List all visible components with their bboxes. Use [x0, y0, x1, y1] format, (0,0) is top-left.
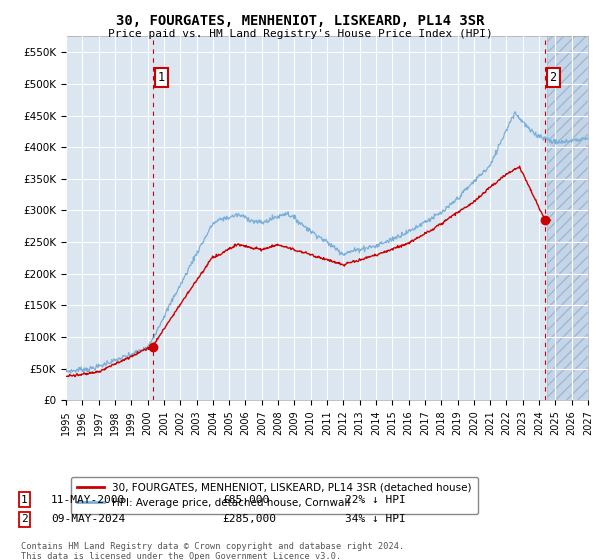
Text: Contains HM Land Registry data © Crown copyright and database right 2024.
This d: Contains HM Land Registry data © Crown c… — [21, 542, 404, 560]
Text: 2: 2 — [550, 71, 557, 84]
Text: £85,000: £85,000 — [222, 494, 269, 505]
Text: 34% ↓ HPI: 34% ↓ HPI — [345, 514, 406, 524]
Bar — [547, 36, 596, 400]
Text: 1: 1 — [21, 494, 28, 505]
Text: 1: 1 — [158, 71, 165, 84]
Text: Price paid vs. HM Land Registry's House Price Index (HPI): Price paid vs. HM Land Registry's House … — [107, 29, 493, 39]
Text: 2: 2 — [21, 514, 28, 524]
Text: 09-MAY-2024: 09-MAY-2024 — [51, 514, 125, 524]
Text: £285,000: £285,000 — [222, 514, 276, 524]
Text: 22% ↓ HPI: 22% ↓ HPI — [345, 494, 406, 505]
Legend: 30, FOURGATES, MENHENIOT, LISKEARD, PL14 3SR (detached house), HPI: Average pric: 30, FOURGATES, MENHENIOT, LISKEARD, PL14… — [71, 477, 478, 514]
Text: 30, FOURGATES, MENHENIOT, LISKEARD, PL14 3SR: 30, FOURGATES, MENHENIOT, LISKEARD, PL14… — [116, 14, 484, 28]
Text: 11-MAY-2000: 11-MAY-2000 — [51, 494, 125, 505]
